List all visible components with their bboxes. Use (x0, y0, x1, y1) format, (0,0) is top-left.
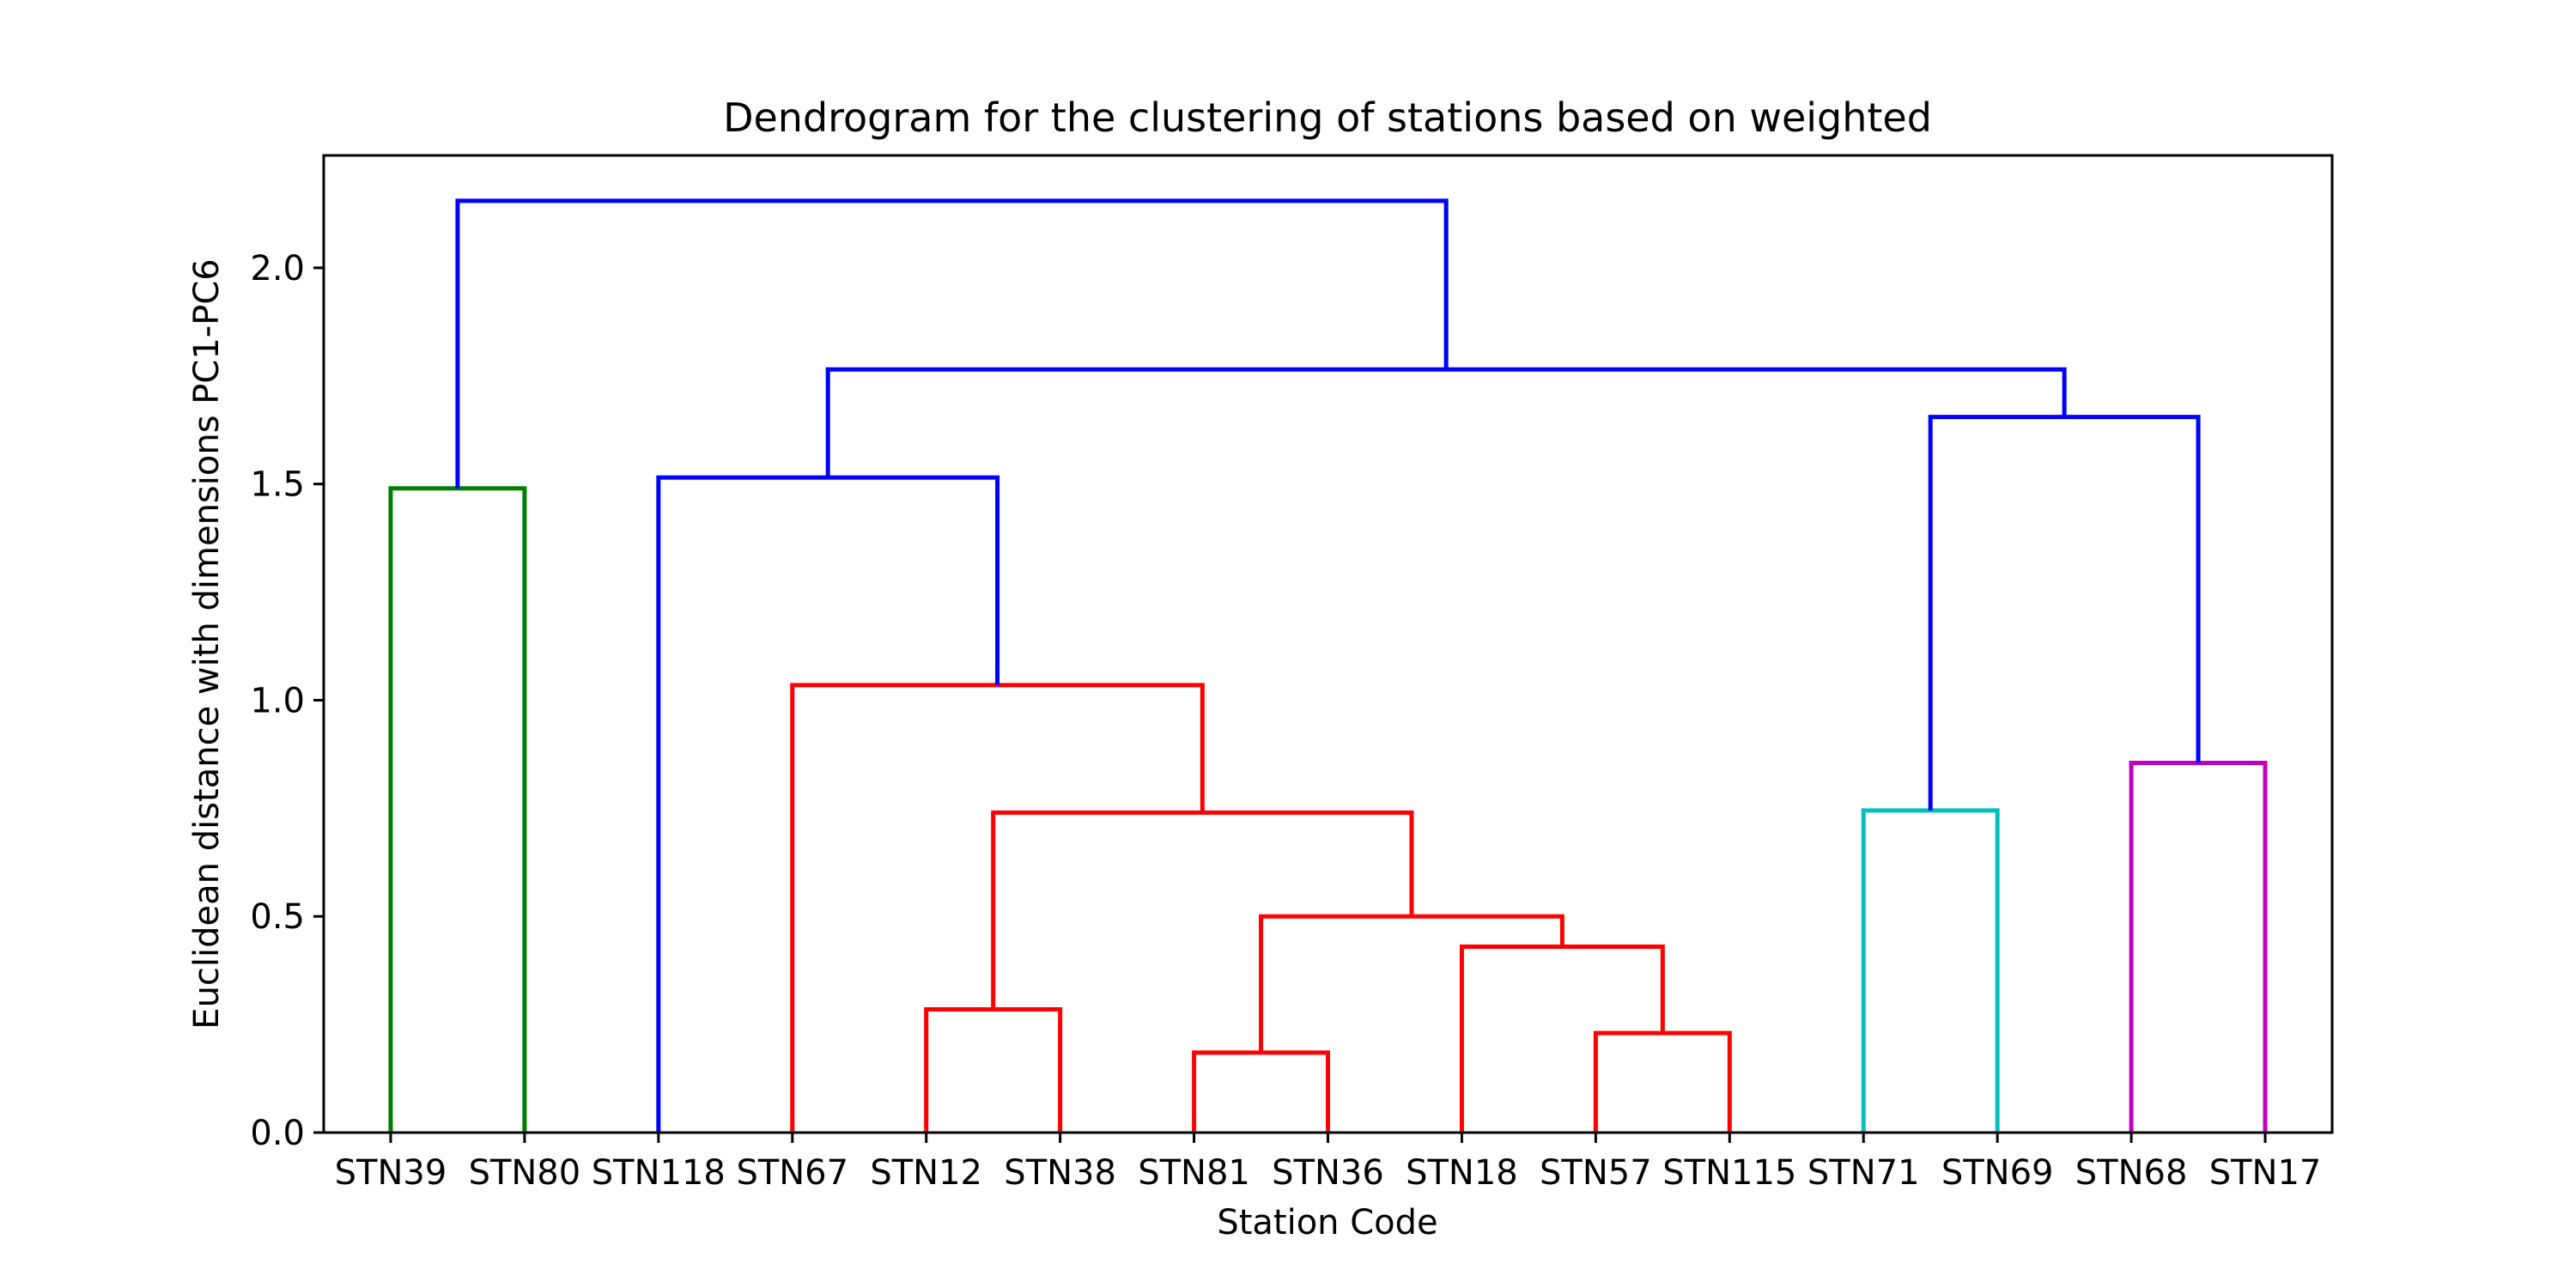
dendrogram-links (388, 198, 2268, 1133)
leaf-label: STN68 (2075, 1153, 2188, 1193)
y-axis: 0.0 0.5 1.0 1.5 2.0 (250, 249, 324, 1153)
y-tick-label: 1.5 (250, 465, 305, 505)
dendrogram-link (388, 486, 527, 1133)
leaf-label: STN36 (1272, 1153, 1384, 1193)
x-axis-label: Station Code (1217, 1203, 1437, 1242)
y-tick-label: 0.5 (250, 897, 305, 937)
leaf-label: STN69 (1941, 1153, 2054, 1193)
dendrogram-link (455, 198, 1449, 489)
leaf-label: STN118 (592, 1153, 726, 1193)
leaf-label: STN115 (1662, 1153, 1796, 1193)
leaf-label: STN80 (469, 1153, 581, 1193)
leaf-label: STN57 (1540, 1153, 1652, 1193)
dendrogram-link (1192, 1050, 1330, 1133)
y-axis-label: Euclidean distance with dimensions PC1-P… (187, 258, 227, 1029)
y-tick-label: 2.0 (250, 249, 305, 289)
dendrogram-link (1593, 1030, 1732, 1133)
leaf-label: STN39 (335, 1153, 447, 1193)
leaf-label: STN71 (1807, 1153, 1920, 1193)
y-tick-label: 1.0 (250, 681, 305, 720)
leaf-label: STN17 (2209, 1153, 2322, 1193)
leaf-label: STN81 (1138, 1153, 1250, 1193)
dendrogram-link (991, 810, 1414, 1010)
leaf-label: STN67 (736, 1153, 848, 1193)
y-tick-label: 0.0 (250, 1114, 305, 1153)
leaf-label: STN12 (870, 1153, 982, 1193)
chart-title: Dendrogram for the clustering of station… (723, 94, 1932, 141)
dendrogram-link (1861, 808, 2000, 1133)
x-axis: STN39 STN80 STN118 STN67 STN12 STN38 STN81 STN3… (335, 1133, 2322, 1193)
dendrogram-link (1459, 944, 1665, 1133)
dendrogram-link (1928, 415, 2201, 811)
leaf-label: STN18 (1406, 1153, 1518, 1193)
leaf-label: STN38 (1004, 1153, 1116, 1193)
